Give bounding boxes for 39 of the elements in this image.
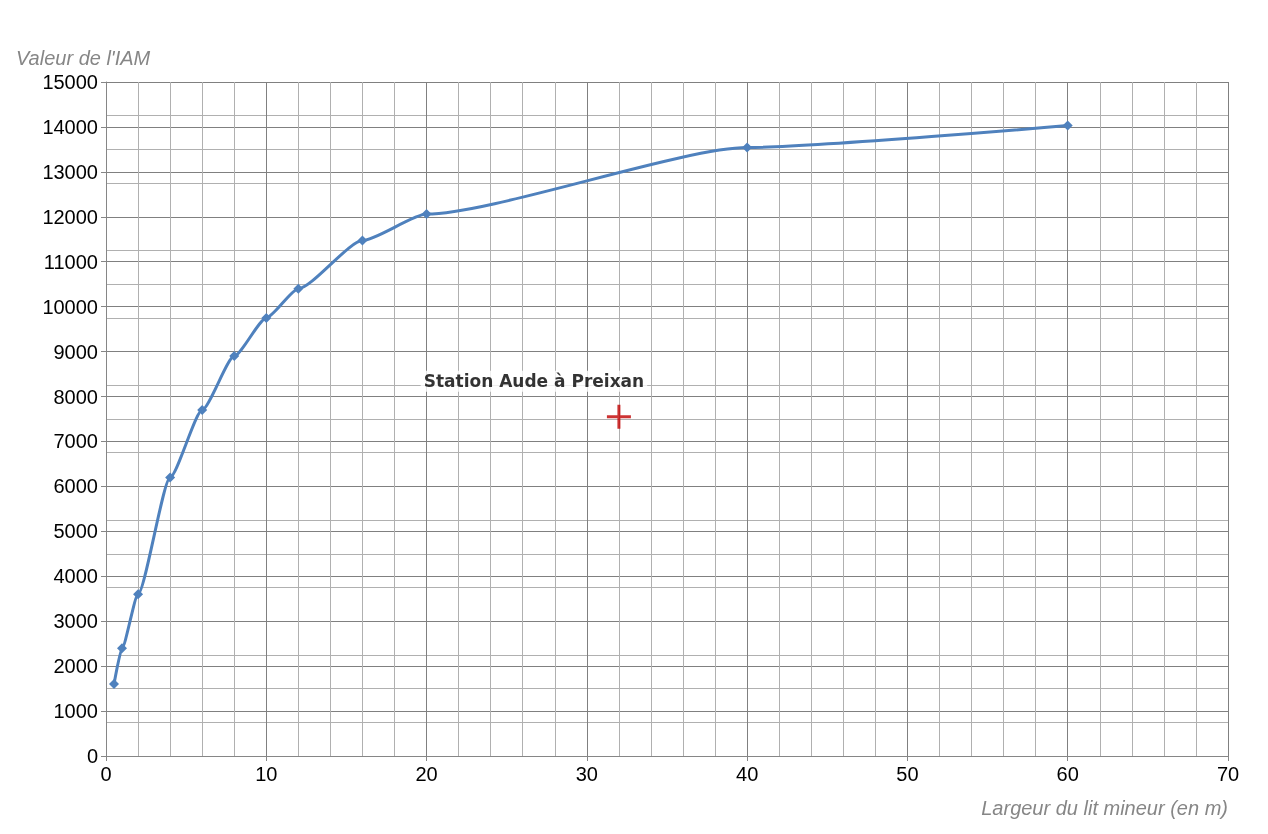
x-tick-label: 20 (415, 763, 438, 785)
y-tick-label: 6000 (53, 475, 98, 498)
y-tick-label: 9000 (53, 340, 98, 363)
y-tick-label: 13000 (42, 160, 98, 183)
point (229, 351, 240, 362)
point (293, 283, 304, 294)
y-tick-label: 11000 (43, 250, 98, 273)
x-tick-label: 0 (100, 763, 112, 785)
annotation: Station Aude à Preixan (423, 371, 645, 392)
point (117, 643, 128, 654)
x-tick-label: 70 (1216, 763, 1240, 785)
point (261, 312, 272, 323)
y-tick-label: 2000 (53, 655, 98, 678)
x-tick-label: 30 (575, 763, 598, 785)
point (606, 404, 631, 429)
x-tick-label: 10 (255, 763, 278, 785)
y-tick-label: 7000 (53, 430, 98, 453)
y-tick-label: 0 (86, 745, 98, 767)
x-axis-title: Largeur du lit mineur (en m) (981, 797, 1228, 819)
y-tick-label: 4000 (53, 565, 98, 588)
point (357, 235, 368, 246)
y-tick-label: 15000 (42, 71, 98, 93)
y-tick-label: 3000 (53, 610, 98, 633)
point (109, 679, 120, 690)
y-tick-label: 5000 (53, 520, 98, 543)
y-axis-title: Valeur de l'IAM (16, 47, 151, 69)
x-tick-label: 60 (1056, 763, 1079, 785)
point (1062, 120, 1073, 131)
y-tick-label: 8000 (53, 385, 98, 408)
point (133, 589, 144, 600)
point (421, 209, 432, 220)
point (197, 405, 208, 416)
y-tick-label: 12000 (42, 205, 98, 228)
point (165, 472, 176, 483)
y-tick-label: 1000 (53, 700, 98, 723)
x-tick-label: 50 (896, 763, 919, 785)
y-tick-label: 14000 (42, 115, 98, 138)
x-tick-label: 40 (736, 763, 759, 785)
y-tick-label: 10000 (42, 295, 98, 318)
